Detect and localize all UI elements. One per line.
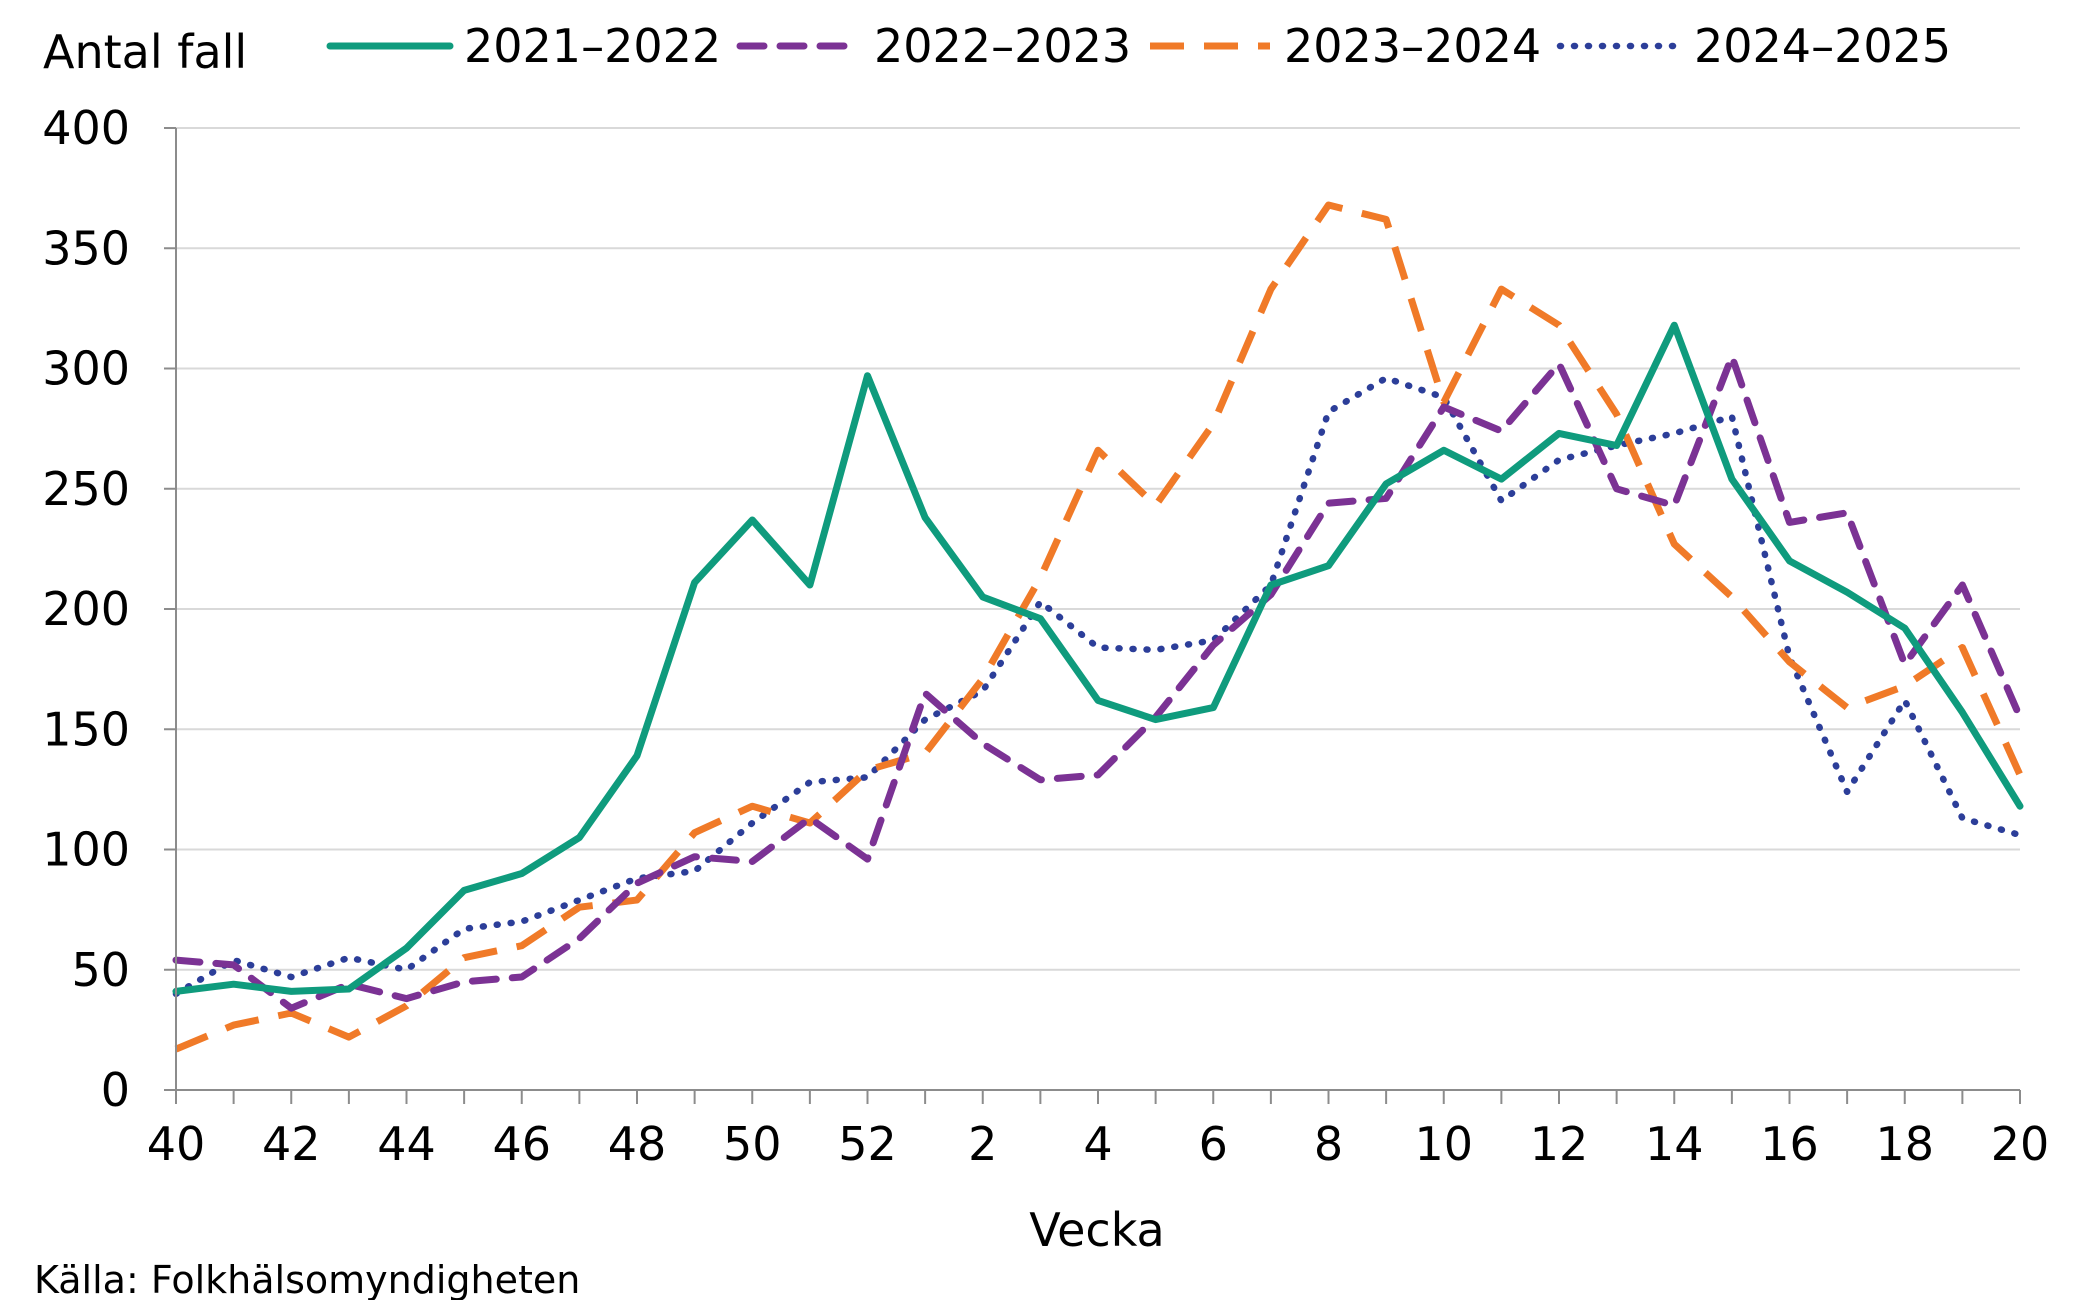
series-line-2024-2025 [172,374,2024,998]
x-tick-label: 18 [1875,1117,1934,1171]
legend: 2021–2022 2022–2023 2023–2024 2024–2025 [326,19,1951,73]
x-tick-label: 52 [838,1117,897,1171]
y-tick-label: 0 [101,1063,130,1117]
x-tick-label: 20 [1991,1117,2050,1171]
x-tick-label: 14 [1645,1117,1704,1171]
gridlines [176,127,2020,971]
series-line-2022-2023 [172,353,2024,1012]
series-lines [172,201,2024,1053]
x-tick-label: 44 [377,1117,436,1171]
legend-label: 2023–2024 [1284,19,1541,73]
series-line-2023-2024 [174,201,2024,1053]
y-tick-label: 200 [42,582,130,636]
y-axis-title: Antal fall [43,25,247,79]
source-note: Källa: Folkhälsomyndigheten [34,1258,580,1300]
legend-label: 2021–2022 [464,19,721,73]
x-tick-label: 4 [1083,1117,1112,1171]
x-tick-label: 10 [1414,1117,1473,1171]
x-tick-label: 42 [262,1117,321,1171]
series-line-2021-2022 [172,321,2024,995]
x-tick-label: 8 [1314,1117,1343,1171]
x-tick-label: 16 [1760,1117,1819,1171]
x-tick-label: 50 [723,1117,782,1171]
legend-label: 2024–2025 [1694,19,1951,73]
x-axis-title: Vecka [1029,1203,1165,1257]
y-tick-label: 150 [42,702,130,756]
y-tick-label: 50 [71,943,130,997]
x-axis-ticks: 40 42 44 46 48 50 52 2 4 6 8 10 12 14 16 18 20 [147,1090,2050,1171]
x-tick-label: 12 [1530,1117,1589,1171]
x-tick-label: 40 [147,1117,206,1171]
x-tick-label: 2 [968,1117,997,1171]
x-tick-label: 48 [608,1117,667,1171]
y-tick-label: 100 [42,823,130,877]
y-tick-label: 350 [42,221,130,275]
legend-label: 2022–2023 [874,19,1131,73]
y-axis-ticks: 0 50 100 150 200 250 300 350 400 [42,101,176,1117]
y-tick-label: 250 [42,462,130,516]
x-tick-label: 46 [492,1117,551,1171]
y-tick-label: 400 [42,101,130,155]
y-tick-label: 300 [42,342,130,396]
x-tick-label: 6 [1199,1117,1228,1171]
